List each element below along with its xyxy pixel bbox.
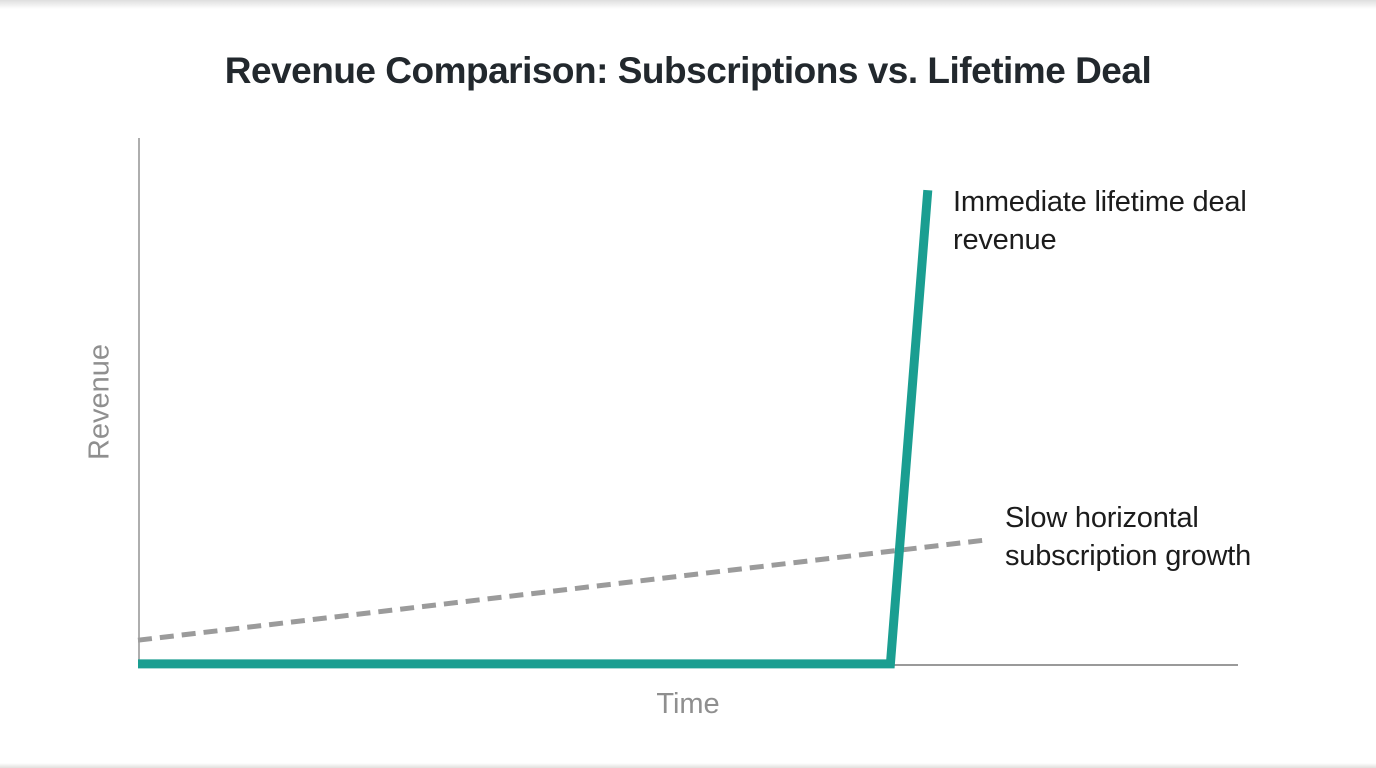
chart-title: Revenue Comparison: Subscriptions vs. Li… [224,50,1152,91]
chart-plot-area: Immediate lifetime deal revenue Slow horiz… [137,138,1251,669]
top-crop-artifact [0,0,1376,9]
series-line-slow-horizontal-subscription-growth [137,537,986,643]
x-axis-label: Time [656,688,720,720]
y-axis-label: Revenue [83,343,116,461]
series-line-immediate-lifetime-deal-revenue [138,189,933,669]
chart-canvas [137,138,1238,669]
annotation-line: Slow horizontal [1005,502,1199,534]
bottom-crop-artifact [0,763,1376,768]
annotation-line: subscription growth [1005,540,1252,572]
annotation-slow-horizontal-subscription-growth: Slow horizontal subscription growth [1005,499,1251,575]
annotation-line: Immediate lifetime deal [953,186,1247,218]
annotation-immediate-lifetime-deal-revenue: Immediate lifetime deal revenue [953,183,1247,259]
annotation-line: revenue [953,224,1057,256]
